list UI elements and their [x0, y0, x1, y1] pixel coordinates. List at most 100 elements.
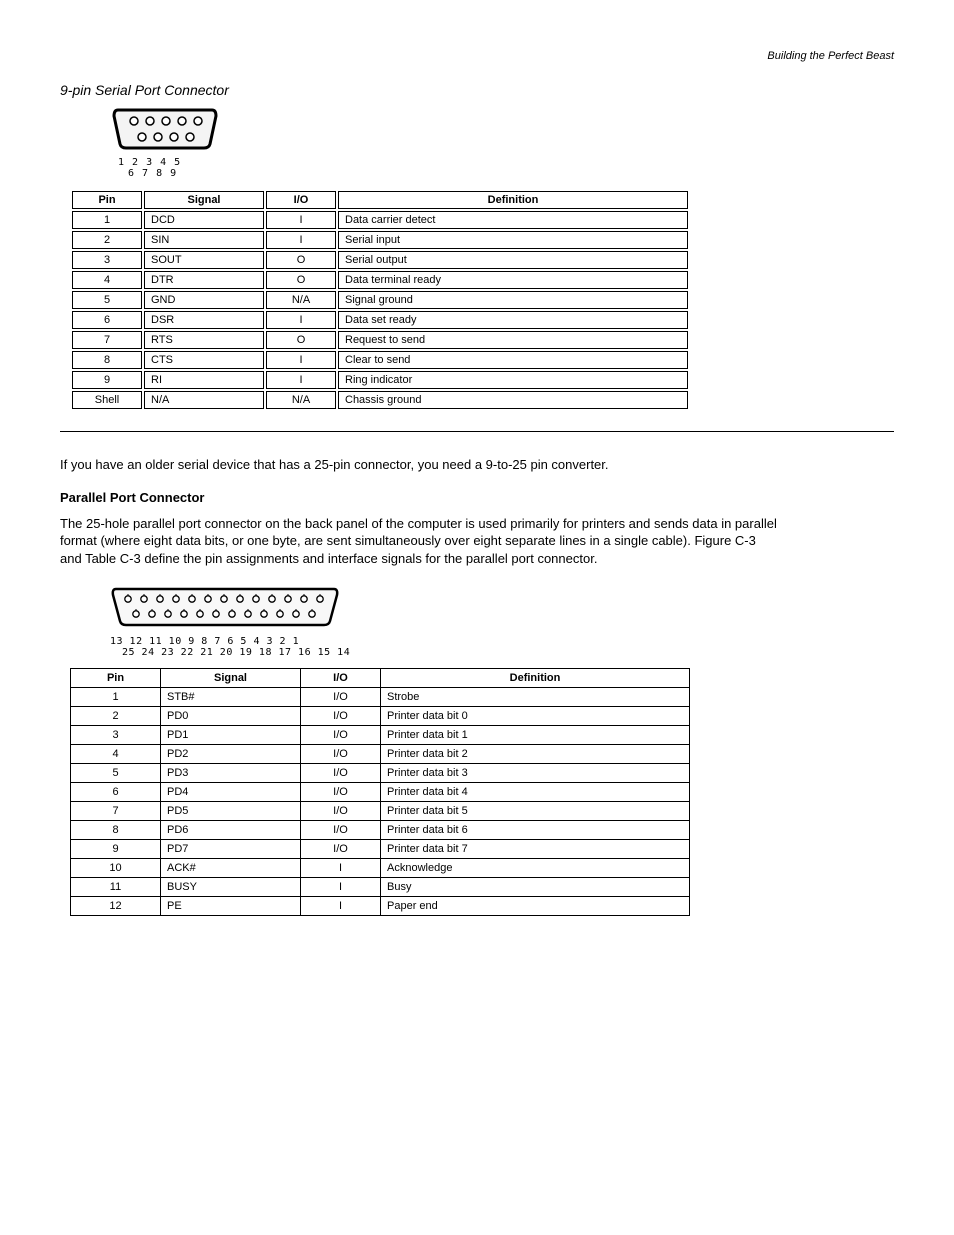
table-cell: STB#	[161, 688, 301, 707]
table-row: 4DTROData terminal ready	[72, 271, 688, 289]
table-cell: I	[266, 231, 336, 249]
table-cell: Printer data bit 5	[381, 802, 690, 821]
table-cell: Chassis ground	[338, 391, 688, 409]
table-header: Definition	[338, 191, 688, 209]
db9-connector-icon	[110, 104, 220, 154]
table-cell: I	[301, 878, 381, 897]
parallel-pinout-table-wrap: PinSignalI/ODefinition 1STB#I/OStrobe2PD…	[60, 668, 894, 916]
table-cell: Printer data bit 2	[381, 745, 690, 764]
table-row: 9RIIRing indicator	[72, 371, 688, 389]
table-cell: 8	[72, 351, 142, 369]
table-cell: Strobe	[381, 688, 690, 707]
table-row: 9PD7I/OPrinter data bit 7	[71, 840, 690, 859]
table-cell: O	[266, 251, 336, 269]
table-cell: I/O	[301, 783, 381, 802]
table-row: 10ACK#IAcknowledge	[71, 859, 690, 878]
table-row: ShellN/AN/AChassis ground	[72, 391, 688, 409]
table-cell: 5	[72, 291, 142, 309]
table-cell: 2	[71, 707, 161, 726]
table-cell: I	[301, 859, 381, 878]
table-header: Pin	[71, 669, 161, 688]
table-cell: I/O	[301, 802, 381, 821]
table-cell: I	[266, 351, 336, 369]
db25-connector-icon	[110, 583, 340, 629]
table-cell: 8	[71, 821, 161, 840]
db9-pin-labels-bottom: 6 7 8 9	[110, 168, 894, 179]
table-cell: PD0	[161, 707, 301, 726]
table-cell: 11	[71, 878, 161, 897]
table-cell: Data carrier detect	[338, 211, 688, 229]
table-row: 1STB#I/OStrobe	[71, 688, 690, 707]
table-cell: 9	[72, 371, 142, 389]
table-cell: Printer data bit 7	[381, 840, 690, 859]
table-cell: 5	[71, 764, 161, 783]
table-row: 8CTSIClear to send	[72, 351, 688, 369]
table-row: 7RTSORequest to send	[72, 331, 688, 349]
table-cell: N/A	[266, 391, 336, 409]
table-cell: DTR	[144, 271, 264, 289]
db9-pin-labels-top: 1 2 3 4 5	[110, 157, 894, 168]
table-row: 5PD3I/OPrinter data bit 3	[71, 764, 690, 783]
table-cell: Printer data bit 4	[381, 783, 690, 802]
table-cell: 1	[71, 688, 161, 707]
serial-pinout-table-wrap: PinSignalI/ODefinition 1DCDIData carrier…	[60, 189, 894, 411]
section-title-serial: 9-pin Serial Port Connector	[60, 82, 894, 98]
table-cell: I/O	[301, 688, 381, 707]
table-cell: N/A	[266, 291, 336, 309]
table-row: 1DCDIData carrier detect	[72, 211, 688, 229]
table-cell: 6	[71, 783, 161, 802]
table-row: 3SOUTOSerial output	[72, 251, 688, 269]
page-header: Building the Perfect Beast	[60, 50, 894, 62]
table-cell: 3	[71, 726, 161, 745]
table-row: 3PD1I/OPrinter data bit 1	[71, 726, 690, 745]
parallel-port-paragraph: The 25-hole parallel port connector on t…	[60, 515, 780, 568]
table-cell: PD2	[161, 745, 301, 764]
table-cell: PE	[161, 897, 301, 916]
table-cell: SOUT	[144, 251, 264, 269]
db25-connector-figure: 13 12 11 10 9 8 7 6 5 4 3 2 1 25 24 23 2…	[110, 583, 894, 658]
table-cell: I/O	[301, 764, 381, 783]
table-row: 11BUSYIBusy	[71, 878, 690, 897]
table-cell: BUSY	[161, 878, 301, 897]
table-cell: I/O	[301, 707, 381, 726]
db9-connector-figure: 1 2 3 4 5 6 7 8 9	[110, 104, 894, 179]
table-cell: PD1	[161, 726, 301, 745]
table-cell: Clear to send	[338, 351, 688, 369]
table-row: 2PD0I/OPrinter data bit 0	[71, 707, 690, 726]
table-cell: I/O	[301, 840, 381, 859]
table-header: I/O	[301, 669, 381, 688]
table-cell: 6	[72, 311, 142, 329]
table-cell: Request to send	[338, 331, 688, 349]
table-cell: I	[266, 211, 336, 229]
table-cell: Serial input	[338, 231, 688, 249]
table-cell: PD4	[161, 783, 301, 802]
table-cell: ACK#	[161, 859, 301, 878]
table-cell: Acknowledge	[381, 859, 690, 878]
table-cell: PD7	[161, 840, 301, 859]
table-cell: I/O	[301, 745, 381, 764]
table-cell: RTS	[144, 331, 264, 349]
table-row: 2SINISerial input	[72, 231, 688, 249]
table-cell: 3	[72, 251, 142, 269]
table-cell: CTS	[144, 351, 264, 369]
table-cell: RI	[144, 371, 264, 389]
serial-note-paragraph: If you have an older serial device that …	[60, 456, 780, 474]
table-cell: Busy	[381, 878, 690, 897]
table-row: 6PD4I/OPrinter data bit 4	[71, 783, 690, 802]
serial-pinout-table: PinSignalI/ODefinition 1DCDIData carrier…	[70, 189, 690, 411]
table-cell: Data set ready	[338, 311, 688, 329]
table-cell: 2	[72, 231, 142, 249]
table-header: Definition	[381, 669, 690, 688]
table-row: 12PEIPaper end	[71, 897, 690, 916]
table-cell: 9	[71, 840, 161, 859]
db25-pin-labels-bottom: 25 24 23 22 21 20 19 18 17 16 15 14	[110, 647, 894, 658]
table-cell: DSR	[144, 311, 264, 329]
table-header: Signal	[144, 191, 264, 209]
table-cell: Shell	[72, 391, 142, 409]
table-cell: I	[266, 371, 336, 389]
table-cell: O	[266, 271, 336, 289]
table-cell: Signal ground	[338, 291, 688, 309]
table-cell: Printer data bit 3	[381, 764, 690, 783]
table-cell: I	[301, 897, 381, 916]
parallel-pinout-table: PinSignalI/ODefinition 1STB#I/OStrobe2PD…	[70, 668, 690, 916]
